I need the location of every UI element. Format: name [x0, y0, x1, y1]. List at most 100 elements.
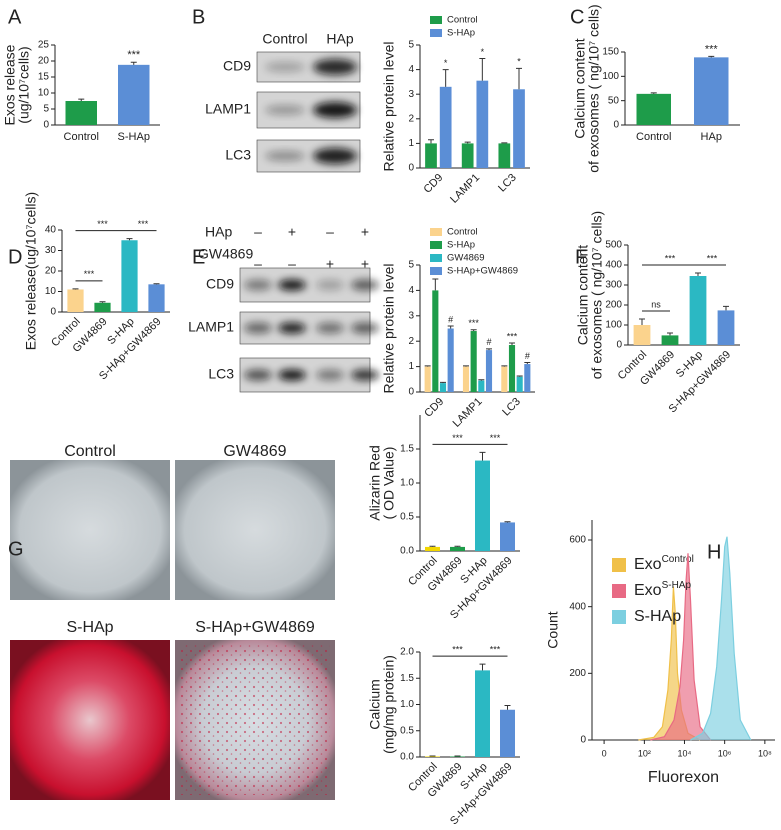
y-tick-label: 0.0: [400, 752, 414, 763]
bar: [425, 756, 440, 757]
bar: [636, 93, 671, 125]
condition-label: HAp: [205, 224, 232, 240]
error-bar: [524, 362, 531, 365]
error-bar: [130, 61, 137, 65]
y-tick-label: 0: [580, 735, 586, 746]
y-tick-label: 400: [569, 601, 586, 612]
significance: *: [444, 58, 448, 68]
y-tick-label: 2: [408, 113, 414, 124]
y-tick-label: 0: [43, 120, 49, 131]
photo-label: S-HAp: [66, 619, 113, 636]
y-axis-label: Relative protein level: [381, 264, 397, 394]
y-tick-label: 100: [605, 320, 622, 331]
legend-swatch: [430, 16, 442, 24]
bar: [694, 57, 729, 125]
significance: ***: [507, 331, 518, 341]
error-bar: [504, 521, 511, 523]
bar: [439, 86, 452, 168]
error-bar: [429, 545, 436, 547]
y-axis-label: Exos release: [2, 44, 18, 125]
x-axis-label: Fluorexon: [648, 769, 719, 786]
panel-letter: B: [192, 6, 205, 28]
blot-band: [313, 102, 357, 118]
bar: [439, 383, 447, 392]
y-tick-label: 15: [38, 72, 50, 83]
blot-band: [313, 59, 357, 75]
error-bar: [695, 272, 701, 276]
y-tick-label: 20: [45, 266, 57, 277]
significance: ns: [651, 299, 661, 309]
legend-swatch: [430, 29, 442, 37]
blot-band: [351, 369, 379, 381]
error-bar: [99, 301, 106, 303]
x-tick-label: LC3: [496, 172, 519, 195]
y-tick-label: 0.5: [400, 512, 414, 523]
y-axis-label: (ug/10⁷cells): [16, 46, 32, 123]
bar: [118, 64, 150, 125]
y-tick-label: 20: [38, 56, 50, 67]
error-bar: [78, 98, 85, 101]
y-axis-label: Relative protein level: [381, 42, 397, 172]
blot-band: [316, 322, 344, 334]
x-tick-label: LAMP1: [448, 172, 482, 206]
error-bar: [501, 365, 508, 367]
blot-band: [265, 62, 305, 72]
photo-label: GW4869: [223, 443, 286, 460]
y-tick-label: 400: [605, 260, 622, 271]
photo-panel: [10, 460, 335, 800]
blot-band: [316, 279, 344, 291]
y-tick-label: 0.0: [400, 546, 414, 557]
photo-dots: [180, 645, 330, 795]
legend-name: Exo: [634, 582, 662, 599]
y-tick-label: 4: [408, 285, 414, 296]
legend-swatch: [430, 254, 442, 262]
error-bar: [486, 348, 492, 351]
y-tick-label: 0: [408, 163, 414, 174]
error-bar: [667, 332, 673, 336]
y-tick-label: 100: [602, 71, 619, 82]
significance: ***: [127, 49, 141, 61]
significance: ***: [468, 318, 479, 328]
legend-label: S-HAp: [447, 240, 475, 251]
blot-band: [278, 369, 306, 381]
blot-band: [278, 279, 306, 291]
legend-label: GW4869: [447, 253, 485, 264]
error-bar: [464, 141, 471, 144]
histogram-area: [690, 536, 752, 741]
y-tick-label: 1.5: [400, 673, 414, 684]
bar: [633, 325, 651, 345]
blot-band: [351, 279, 379, 291]
y-tick-label: 0: [50, 307, 56, 318]
blot-band: [244, 279, 272, 291]
y-tick-label: 10: [38, 88, 50, 99]
bar: [500, 522, 515, 551]
legend-name: S-HAp: [634, 608, 681, 625]
legend-label: S-HAp+GW4869: [447, 266, 518, 277]
legend-label: Control: [447, 15, 478, 26]
error-bar: [470, 329, 477, 332]
significance: ***: [452, 644, 463, 654]
x-tick-label: S-HAp: [118, 131, 150, 143]
bar: [148, 284, 165, 312]
y-tick-label: 5: [408, 260, 414, 271]
error-bar: [440, 381, 446, 384]
blot-row-label: CD9: [223, 58, 251, 74]
error-bar: [479, 58, 486, 81]
panel-letter: D: [8, 246, 22, 268]
error-bar: [126, 238, 133, 241]
y-axis-label: Calcium content: [575, 245, 591, 345]
y-axis-label: ( OD Value): [381, 447, 397, 520]
y-tick-label: 1: [408, 138, 414, 149]
bar: [470, 331, 477, 392]
legend-swatch: [430, 228, 442, 236]
significance: ***: [84, 269, 95, 279]
error-bar: [454, 545, 461, 547]
bar: [425, 546, 440, 551]
photo-label: Control: [64, 443, 116, 460]
blot-row-label: LAMP1: [205, 101, 251, 117]
panel-letter: H: [707, 541, 721, 563]
error-bar: [639, 318, 645, 325]
error-bar: [509, 342, 515, 346]
legend-label: S-HAp: [634, 608, 681, 625]
